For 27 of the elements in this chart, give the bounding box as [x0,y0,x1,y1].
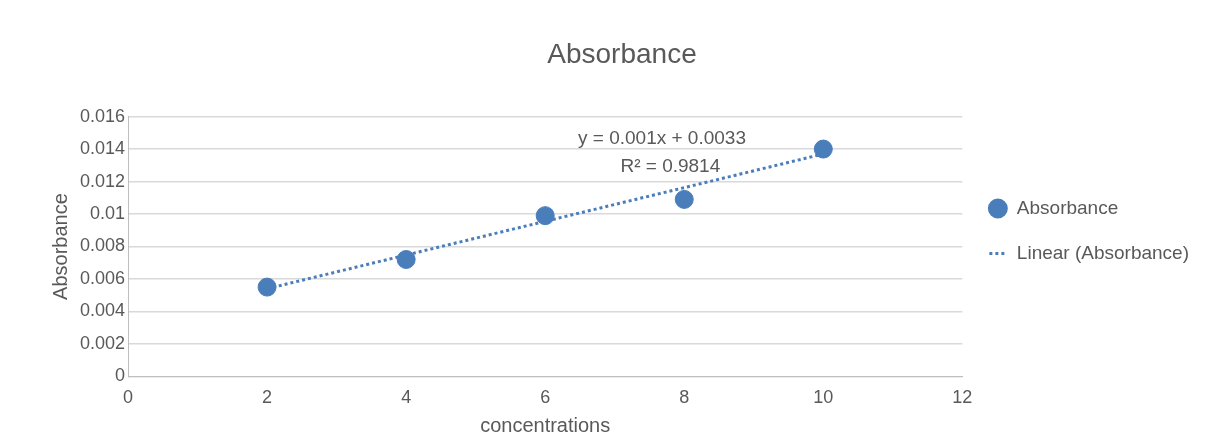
y-tick-label: 0.002 [80,332,126,353]
y-tick-label: 0.014 [80,138,126,159]
point [674,189,694,209]
chart-title: Absorbance [547,37,697,69]
point [535,206,555,226]
x-tick-label: 4 [401,387,412,408]
legend-label: Absorbance [1016,196,1119,218]
y-tick-label: 0.008 [80,235,126,256]
point [257,277,277,297]
y-tick-label: 0 [115,365,126,386]
y-tick-label: 0.016 [80,105,126,126]
point [396,249,416,269]
legend-label: Linear (Absorbance) [1016,241,1190,263]
annotation: y = 0.001x + 0.0033 [578,126,746,148]
y-tick-label: 0.01 [90,202,126,223]
point [813,139,833,159]
x-tick-label: 8 [679,387,690,408]
y-axis-title: Absorbance [48,193,71,300]
x-tick-label: 6 [540,387,551,408]
y-tick-label: 0.012 [80,170,126,191]
x-axis-title: concentrations [480,413,611,436]
y-tick-label: 0.006 [80,267,126,288]
y-tick-label: 0.004 [80,300,126,321]
x-tick-label: 2 [262,387,273,408]
x-tick-label: 12 [952,387,973,408]
x-tick-label: 10 [813,387,834,408]
annotation: R² = 0.9814 [620,154,721,176]
